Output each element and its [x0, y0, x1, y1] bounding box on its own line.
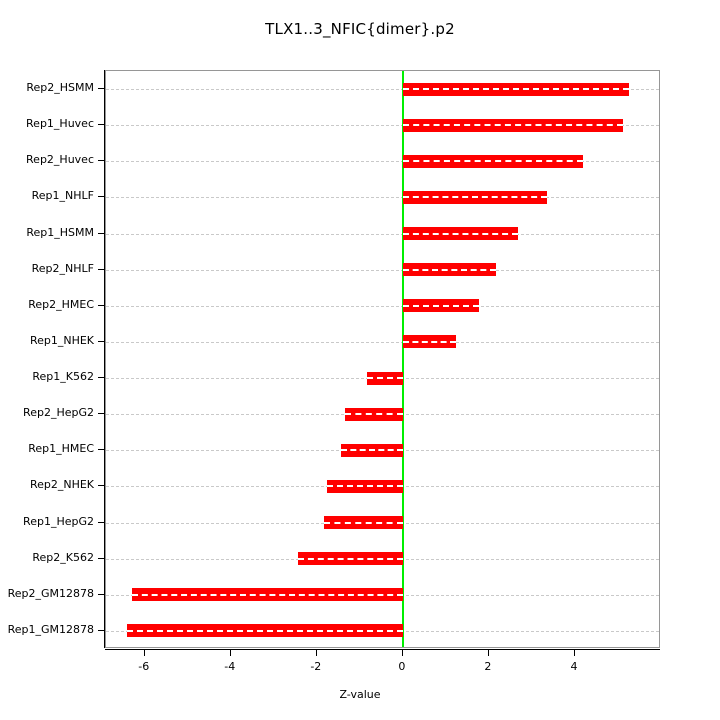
x-axis-line [105, 649, 660, 650]
bar-hatch [324, 521, 403, 524]
x-tick-label-2: 2 [484, 660, 492, 673]
x-tick-label-0: 0 [398, 660, 406, 673]
y-tick-label-rep2-hsmm: Rep2_HSMM [26, 81, 94, 95]
bar[interactable] [131, 588, 403, 602]
bar[interactable] [402, 154, 583, 168]
x-tick-mark [573, 649, 575, 656]
bar-hatch [402, 232, 519, 235]
y-tick-mark [98, 413, 105, 415]
y-tick-mark [98, 196, 105, 198]
y-tick-label-rep2-gm12878: Rep2_GM12878 [7, 586, 94, 600]
y-tick-mark [98, 449, 105, 451]
x-tick-mark [315, 649, 317, 656]
y-tick-label-rep1-nhek: Rep1_NHEK [29, 333, 94, 347]
x-tick-mark [229, 649, 231, 656]
y-tick-mark [98, 485, 105, 487]
bar-hatch [402, 268, 496, 271]
x-tick-mark [143, 649, 145, 656]
x-axis-title: Z-value [339, 688, 381, 701]
gridline [106, 233, 659, 235]
y-tick-mark [98, 557, 105, 559]
bar[interactable] [340, 443, 403, 457]
bar[interactable] [402, 227, 519, 241]
y-tick-mark [98, 340, 105, 342]
x-tick-mark [401, 649, 403, 656]
y-tick-label-rep2-hmec: Rep2_HMEC [28, 297, 94, 311]
gridline [106, 341, 659, 343]
bar-hatch [366, 377, 403, 380]
y-axis-line [104, 70, 105, 648]
bar[interactable] [402, 190, 547, 204]
bar-hatch [402, 124, 624, 127]
gridline [106, 305, 659, 307]
bar[interactable] [344, 407, 403, 421]
x-tick-mark [487, 649, 489, 656]
y-tick-label-rep1-gm12878: Rep1_GM12878 [7, 622, 94, 636]
y-tick-mark [98, 629, 105, 631]
bar-hatch [131, 593, 403, 596]
bar-hatch [402, 340, 457, 343]
x-tick-label--6: -6 [138, 660, 150, 673]
bar[interactable] [324, 516, 403, 530]
x-tick-label--4: -4 [224, 660, 236, 673]
zero-reference-line [401, 71, 404, 647]
y-tick-label-rep2-hepg2: Rep2_HepG2 [23, 406, 94, 420]
bar-hatch [344, 413, 403, 416]
bar-hatch [326, 485, 403, 488]
y-tick-label-rep2-nhlf: Rep2_NHLF [31, 261, 94, 275]
y-tick-label-rep1-hsmm: Rep1_HSMM [26, 225, 94, 239]
x-tick-label-4: 4 [570, 660, 578, 673]
gridline [106, 125, 659, 127]
y-tick-mark [98, 232, 105, 234]
bar[interactable] [402, 82, 629, 96]
y-tick-mark [98, 521, 105, 523]
bar-hatch [402, 304, 479, 307]
bar[interactable] [326, 479, 403, 493]
gridline [106, 269, 659, 271]
plot-area [105, 70, 660, 648]
bar-hatch [297, 557, 403, 560]
bar[interactable] [366, 371, 403, 385]
y-tick-mark [98, 160, 105, 162]
gridline [106, 197, 659, 199]
bar-hatch [340, 449, 403, 452]
bar[interactable] [126, 624, 403, 638]
y-tick-mark [98, 124, 105, 126]
y-tick-label-rep1-hepg2: Rep1_HepG2 [23, 514, 94, 528]
gridline [106, 89, 659, 91]
y-tick-mark [98, 304, 105, 306]
y-tick-label-rep1-huvec: Rep1_Huvec [26, 117, 94, 131]
y-tick-mark [98, 377, 105, 379]
bar[interactable] [402, 299, 479, 313]
y-tick-mark [98, 88, 105, 90]
chart-title: TLX1..3_NFIC{dimer}.p2 [265, 20, 455, 38]
x-tick-label--2: -2 [310, 660, 322, 673]
y-tick-mark [98, 268, 105, 270]
y-tick-label-rep2-huvec: Rep2_Huvec [26, 153, 94, 167]
bar-hatch [126, 629, 403, 632]
y-tick-mark [98, 593, 105, 595]
y-tick-label-rep1-k562: Rep1_K562 [32, 370, 94, 384]
bar-hatch [402, 160, 583, 163]
bar[interactable] [402, 263, 496, 277]
y-tick-label-rep2-nhek: Rep2_NHEK [29, 478, 94, 492]
bar[interactable] [297, 552, 403, 566]
y-tick-label-rep1-nhlf: Rep1_NHLF [31, 189, 94, 203]
bar-hatch [402, 196, 547, 199]
bar-hatch [402, 88, 629, 91]
gridline [106, 161, 659, 163]
bar[interactable] [402, 335, 457, 349]
bar[interactable] [402, 118, 624, 132]
y-tick-label-rep1-hmec: Rep1_HMEC [28, 442, 94, 456]
y-tick-label-rep2-k562: Rep2_K562 [32, 550, 94, 564]
